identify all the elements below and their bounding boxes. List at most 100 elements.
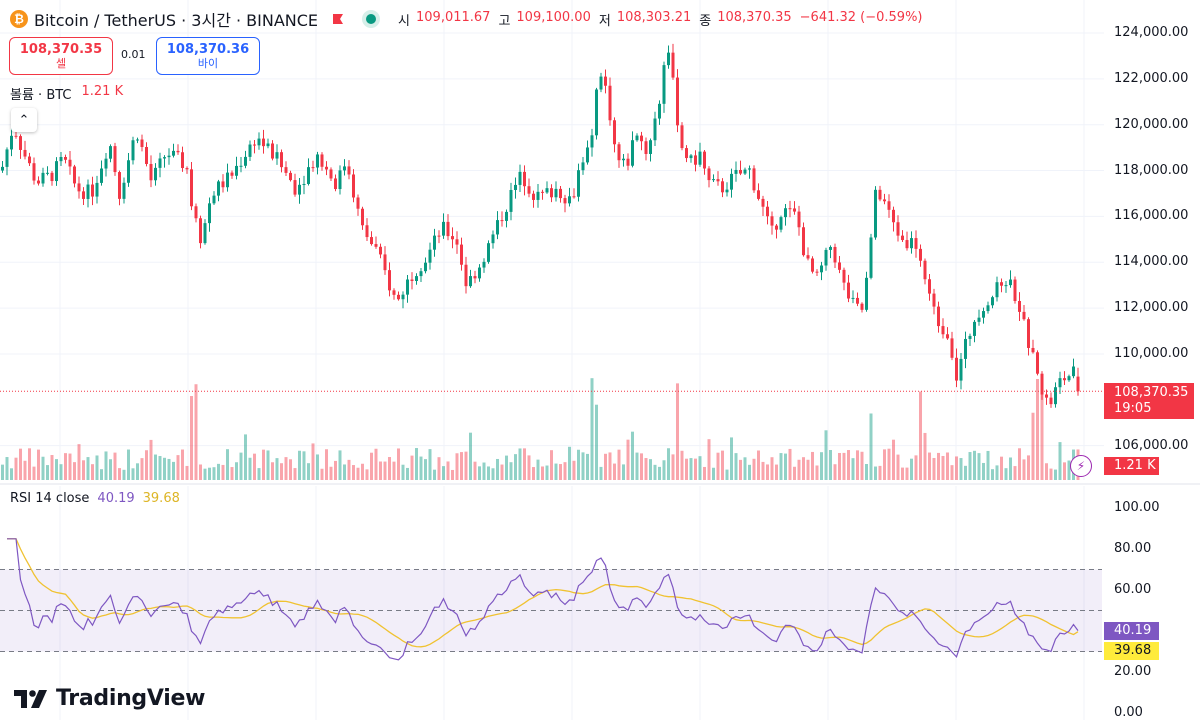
volume-bar [437,457,441,480]
volume-bar [199,464,202,480]
candle-body [563,198,567,204]
candle-body [19,136,22,150]
volume-bar [316,454,319,480]
candle-body [140,139,144,148]
volume-bar [658,466,661,480]
volume-bar [1067,460,1071,480]
candle-body [109,146,112,159]
candle-body [464,264,468,287]
candle-body [203,223,207,244]
ohlc-close-label: 종 [699,13,712,29]
bitcoin-coin-icon: ₿ [10,10,28,28]
candle-body [104,158,108,169]
candle-body [482,261,486,268]
candle-body [208,203,211,224]
volume-bar [716,452,720,480]
volume-bar [712,467,715,480]
volume-bar [739,459,742,480]
volume-bar [581,452,585,480]
volume-bar [136,463,139,480]
volume-bar [68,453,72,480]
volume-bar [793,466,796,480]
candle-body [509,189,513,212]
candle-body [410,279,414,281]
volume-bar [527,455,531,480]
volume-bar [428,449,432,480]
candle-body [55,161,58,182]
buy-button[interactable]: 108,370.36 바이 [156,37,260,75]
candle-body [784,208,787,218]
tradingview-logo[interactable]: TradingView [14,686,205,711]
volume-bar [208,467,211,480]
candle-body [617,144,621,161]
price-tick-label: 120,000.00 [1114,116,1189,132]
volume-bar [181,449,184,480]
volume-bar [176,455,180,480]
volume-bar [455,453,459,480]
volume-bar [289,459,292,480]
symbol-header[interactable]: ₿ Bitcoin / TetherUS · 3시간 · BINANCE 시 10… [10,8,925,30]
volume-bar [185,465,189,480]
candle-body [541,191,544,193]
volume-bar [19,448,22,480]
candle-body [1072,366,1075,377]
candle-body [163,157,166,159]
candle-body [725,189,729,193]
candle-body [145,147,148,164]
volume-bar [640,453,643,480]
candle-body [653,118,657,141]
candle-body [869,237,873,278]
candle-body [536,191,540,200]
volume-bar [392,461,396,480]
volume-bar [122,469,126,480]
volume-bar [824,430,828,480]
rsi-ma-value-tag: 39.68 [1104,642,1159,660]
volume-bar [1018,448,1021,480]
volume-bar [163,457,166,480]
volume-bar [248,457,252,480]
volume-bar [410,455,414,480]
volume-bar [842,452,846,480]
volume-bar [613,463,616,480]
candle-body [1067,376,1071,381]
candle-body [986,305,990,312]
rsi-legend[interactable]: RSI 14 close 40.19 39.68 [10,491,180,506]
market-status-icon[interactable] [366,14,377,24]
volume-bar [725,469,729,480]
candle-body [248,144,252,157]
volume-bar [302,451,306,480]
volume-bar [901,467,904,480]
sell-button[interactable]: 108,370.35 셀 [9,37,113,75]
buy-label: 바이 [197,56,219,70]
candle-body [815,271,819,273]
ohlc-low-value: 108,303.21 [616,9,692,25]
candle-body [892,209,895,223]
volume-bar [131,468,135,480]
volume-bar [55,459,58,480]
volume-bar [298,450,301,480]
volume-bar [361,463,364,480]
candle-body [595,89,598,136]
ohlc-high-label: 고 [498,13,511,29]
candle-body [779,217,783,230]
volume-bar [1013,466,1017,480]
chevron-up-icon: ⌃ [18,112,30,128]
candle-body [680,125,684,149]
collapse-legend-button[interactable]: ⌃ [11,108,37,132]
candle-body [235,165,238,176]
candle-body [1,166,4,171]
candle-body [590,135,594,148]
volume-bar [284,457,288,480]
candle-body [554,188,558,198]
flag-icon[interactable] [332,13,344,25]
last-price-value: 108,370.35 [1114,385,1189,400]
volume-bar [235,462,238,480]
volume-bar [676,383,679,480]
candle-body [721,181,724,193]
candle-body [842,269,846,283]
volume-bar [325,449,328,480]
lightning-icon[interactable]: ⚡ [1070,455,1092,477]
volume-legend[interactable]: 볼륨 · BTC 1.21 K [10,84,123,103]
volume-bar [892,439,895,480]
